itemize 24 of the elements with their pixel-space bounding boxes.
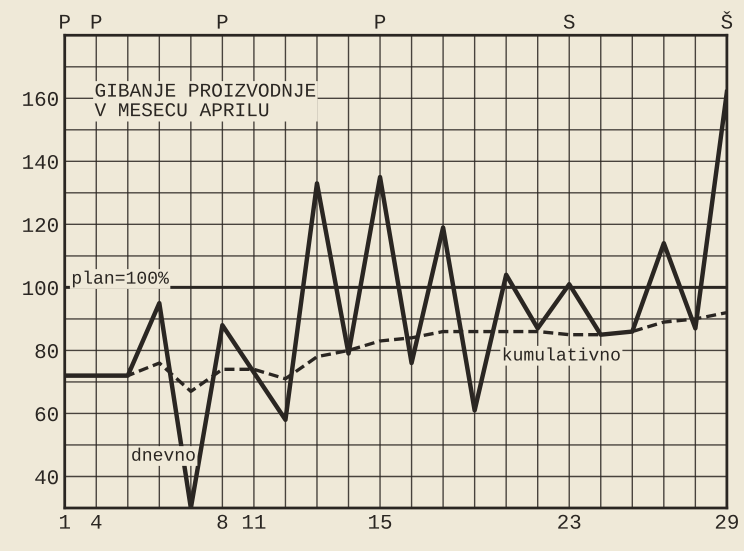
y-tick-label: 40 <box>35 470 58 484</box>
series-label: kumulativno <box>504 347 620 361</box>
series-label: dnevno <box>132 448 195 461</box>
text: Š <box>721 11 732 29</box>
text: P <box>92 14 102 29</box>
x-tick-label: 29 <box>716 514 738 529</box>
text: P <box>218 14 228 29</box>
x-tick-label: 15 <box>369 514 392 529</box>
y-tick-label: 100 <box>23 281 58 296</box>
x-tick-label: 11 <box>242 514 266 529</box>
y-tick-label: 60 <box>36 407 58 422</box>
ref-line-label: plan=100% <box>72 270 169 288</box>
x-tick-label: 23 <box>558 514 580 529</box>
y-tick-label: 140 <box>23 154 58 170</box>
text: GIBANJE PROIZVODNJE V MESECU APRILU <box>94 84 316 116</box>
text: P <box>60 14 70 29</box>
text: S <box>564 14 574 29</box>
text: P <box>375 14 386 29</box>
x-tick-label: 1 <box>60 514 70 529</box>
y-tick-label: 120 <box>23 218 58 232</box>
y-tick-label: 80 <box>36 344 58 358</box>
y-tick-label: 160 <box>23 92 58 106</box>
x-tick-label: 4 <box>91 514 102 529</box>
x-tick-label: 8 <box>217 514 228 529</box>
